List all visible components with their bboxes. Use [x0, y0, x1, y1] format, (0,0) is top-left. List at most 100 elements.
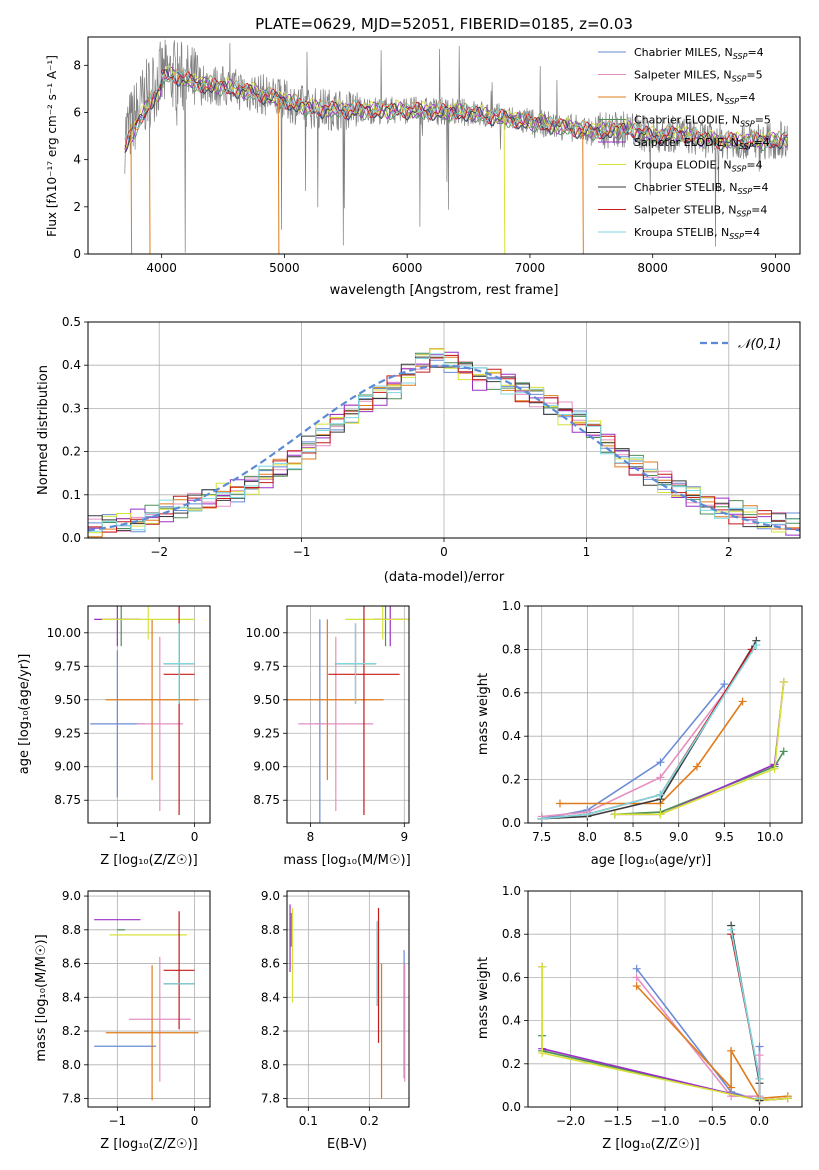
spectrum-ytick-label-3: 6	[73, 105, 81, 119]
legend-label-kroupa-elodie: Kroupa ELODIE, NSSP=4	[634, 159, 763, 174]
massweight-vs-Z-marker-kroupa-elodie-1	[538, 1049, 547, 1057]
massweight-vs-age-xtick-label-4: 9.5	[715, 830, 734, 844]
spectrum-model-line-kroupa-elodie	[124, 65, 789, 151]
spectrum-dropout-0	[148, 91, 151, 254]
age-vs-mass-xlabel: mass [log₁₀(M/M☉)]	[283, 853, 410, 868]
spectrum-model-line-kroupa-stelib	[124, 68, 788, 149]
spectrum-xtick-label-5: 9000	[760, 261, 791, 275]
spectrum-ytick-label-0: 0	[73, 247, 81, 261]
massweight-vs-Z-marker-salpeter-miles-0	[632, 973, 641, 982]
massweight-vs-age-marker-kroupa-elodie-3	[779, 677, 788, 686]
spectrum-xtick-label-2: 6000	[392, 261, 423, 275]
mass-vs-EBV-ytick-label-0: 7.8	[261, 1092, 280, 1106]
massweight-vs-Z-xlabel: Z [log₁₀(Z/Z☉)]	[602, 1137, 699, 1152]
mass-vs-EBV-xlabel: E(B-V)	[327, 1137, 367, 1152]
age-vs-mass-axes: 8 9 8.75 9.00 9.25 9.50 9.75 10.00	[246, 606, 409, 844]
residuals-frame	[87, 321, 801, 539]
mass-vs-Z-frame	[87, 890, 211, 1108]
age-vs-mass-panel: mass [log₁₀(M/M☉)]	[283, 853, 410, 868]
mass-vs-EBV-xtick-label-0: 0.1	[299, 1114, 318, 1128]
massweight-vs-age-line-salpeter-miles	[541, 692, 726, 818]
massweight-vs-age-marker-chabrier-miles-3	[720, 680, 729, 689]
spectrum-dropout-4	[130, 124, 133, 254]
massweight-vs-Z-ytick-label-5: 1.0	[502, 884, 521, 898]
spectrum-xtick-label-1: 5000	[269, 261, 300, 275]
massweight-vs-Z-panel: Z [log₁₀(Z/Z☉)] mass weight	[476, 957, 700, 1152]
gaussian-curve	[88, 364, 800, 532]
age-vs-Z-point-chabrier-miles	[90, 650, 145, 798]
spectrum-axes: 4000 5000 6000 7000 8000 9000 0 2 4 6 8	[73, 58, 790, 275]
massweight-vs-age-marker-kroupa-stelib-2	[656, 790, 665, 799]
spectrum-model-line-chabrier-stelib	[124, 69, 788, 153]
age-vs-Z-ytick-label-4: 9.75	[54, 659, 81, 673]
massweight-vs-age-line-salpeter-elodie	[614, 681, 785, 816]
age-vs-mass-frame	[286, 605, 410, 824]
age-vs-Z-ytick-label-0: 8.75	[54, 793, 81, 807]
legend-label-salpeter-elodie: Salpeter ELODIE, NSSP=4	[634, 136, 770, 151]
age-vs-Z-ytick-label-5: 10.00	[47, 626, 81, 640]
age-vs-mass-point-kroupa-stelib	[334, 623, 377, 704]
age-vs-mass-ytick-label-5: 10.00	[246, 626, 280, 640]
age-vs-mass-ytick-label-3: 9.50	[253, 693, 280, 707]
age-vs-Z-panel: Z [log₁₀(Z/Z☉)] age [log₁₀(age/yr)]	[17, 654, 198, 868]
massweight-vs-age-marker-chabrier-miles-2	[656, 758, 665, 767]
massweight-vs-Z-xtick-label-3: −0.5	[698, 1114, 727, 1128]
residuals-ytick-label-2: 0.2	[62, 445, 81, 459]
massweight-vs-age-marker-kroupa-stelib-1	[583, 810, 592, 819]
mass-vs-Z-point-kroupa-miles	[105, 965, 199, 1101]
massweight-vs-age-line-kroupa-elodie	[614, 681, 785, 816]
age-vs-Z-point-kroupa-elodie	[101, 606, 195, 640]
legend-label-salpeter-stelib: Salpeter STELIB, NSSP=4	[634, 204, 767, 219]
spectrum-model-line-salpeter-elodie	[124, 66, 789, 153]
residual-hist-chabrier-stelib	[88, 356, 800, 531]
massweight-vs-age-marker-kroupa-stelib-3	[752, 641, 761, 650]
spectrum-xtick-label-3: 7000	[515, 261, 546, 275]
massweight-vs-age-marker-kroupa-elodie-2	[770, 764, 779, 773]
massweight-vs-Z-marker-salpeter-miles-3	[755, 1051, 764, 1060]
legend-label-kroupa-miles: Kroupa MILES, NSSP=4	[634, 91, 755, 106]
massweight-vs-Z-marker-chabrier-miles-0	[632, 964, 641, 973]
massweight-vs-age-marker-kroupa-stelib-0	[537, 814, 546, 823]
mass-vs-Z-point-salpeter-stelib	[163, 911, 195, 1030]
mass-vs-EBV-ytick-label-6: 9.0	[261, 889, 280, 903]
massweight-vs-age-xtick-label-2: 8.5	[623, 830, 642, 844]
age-vs-Z-ytick-label-2: 9.25	[54, 726, 81, 740]
massweight-vs-age-frame	[527, 605, 803, 824]
massweight-vs-Z-ytick-label-4: 0.8	[502, 927, 521, 941]
massweight-vs-Z-marker-kroupa-stelib-0	[727, 925, 736, 934]
massweight-vs-age-marker-kroupa-miles-0	[555, 799, 564, 808]
age-vs-mass-xtick-label-0: 8	[307, 830, 315, 844]
age-vs-mass-point-kroupa-miles	[287, 619, 384, 781]
age-vs-Z-point-kroupa-miles	[105, 619, 199, 781]
residuals-xtick-label-2: 0	[440, 545, 448, 559]
age-vs-mass-point-salpeter-miles	[298, 636, 374, 811]
mass-vs-Z-panel: Z [log₁₀(Z/Z☉)] mass [log₁₀(M/M☉)]	[34, 934, 198, 1152]
massweight-vs-Z-frame	[527, 890, 803, 1108]
massweight-vs-Z-xtick-label-4: 0.0	[750, 1114, 769, 1128]
massweight-vs-age-marker-kroupa-miles-2	[692, 762, 701, 771]
massweight-vs-age-line-chabrier-elodie	[614, 750, 785, 816]
massweight-vs-age-panel: age [log₁₀(age/yr)] mass weight	[476, 673, 711, 868]
massweight-vs-age-axes: 7.5 8.0 8.5 9.0 9.5 10.0 0.0 0.2 0.4 0.6 0.8 1.0	[502, 599, 802, 844]
massweight-vs-Z-line-kroupa-elodie	[541, 966, 788, 1102]
mass-vs-Z-ytick-label-6: 9.0	[62, 889, 81, 903]
massweight-vs-Z-ytick-label-2: 0.4	[502, 1014, 521, 1028]
residuals-ytick-label-0: 0.0	[62, 531, 81, 545]
spectrum-dropout-1	[277, 98, 280, 254]
legend-label-chabrier-elodie: Chabrier ELODIE, NSSP=5	[634, 114, 771, 129]
mass-vs-Z-xlabel: Z [log₁₀(Z/Z☉)]	[100, 1137, 197, 1152]
massweight-vs-Z-marker-kroupa-stelib-2	[755, 1094, 764, 1103]
mass-vs-EBV-frame	[286, 890, 410, 1108]
massweight-vs-Z-marker-kroupa-elodie-0	[538, 962, 547, 971]
massweight-vs-Z-marker-kroupa-stelib-1	[755, 1074, 764, 1083]
massweight-vs-age-ytick-label-1: 0.2	[502, 773, 521, 787]
mass-vs-Z-xtick-label-1: 0	[191, 1114, 199, 1128]
residuals-ytick-label-4: 0.4	[62, 358, 81, 372]
massweight-vs-age-ytick-label-4: 0.8	[502, 642, 521, 656]
massweight-vs-age-line-kroupa-miles	[560, 701, 744, 805]
massweight-vs-age-xtick-label-5: 10.0	[757, 830, 784, 844]
age-vs-Z-axes: −1 0 8.75 9.00 9.25 9.50 9.75 10.00	[47, 606, 210, 844]
spectrum-xlabel: wavelength [Angstrom, rest frame]	[330, 283, 559, 298]
spectrum-ytick-label-2: 4	[73, 153, 81, 167]
